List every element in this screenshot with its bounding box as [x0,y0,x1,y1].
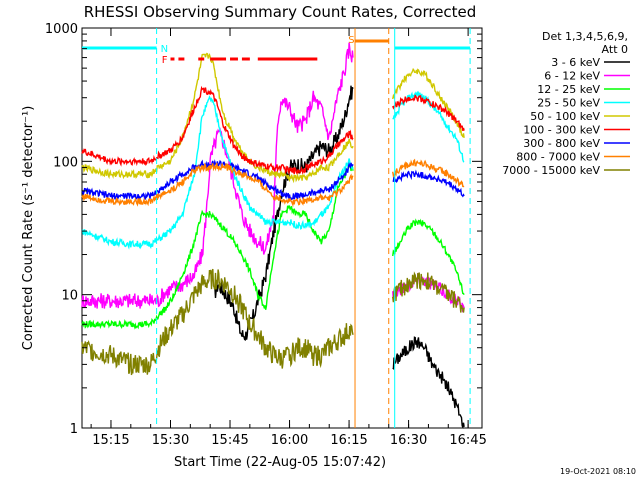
y-axis-label: Corrected Count Rate (s⁻¹ detector⁻¹) [21,106,36,351]
series-line [392,218,465,296]
series-line [392,158,465,188]
legend-entry: 800 - 7000 keV [516,151,600,164]
plot-frame [81,27,483,429]
y-tick-label: 10 [61,289,78,304]
saa-flag-label: S [348,35,354,46]
y-tick-label: 1 [70,422,78,437]
legend-entry: 50 - 100 keV [530,110,600,123]
legend-entry: 12 - 25 keV [537,83,600,96]
series-line [392,94,465,131]
x-tick-label: 16:45 [449,433,486,448]
series-line [81,85,354,175]
x-tick-label: 15:15 [92,433,129,448]
series-line [81,95,354,250]
series-line [81,162,354,330]
legend-entry: 300 - 800 keV [523,137,600,150]
x-tick-label: 16:15 [330,433,367,448]
legend-entry: 100 - 300 keV [523,124,600,137]
x-tick-label: 16:30 [390,433,427,448]
x-tick-label: 15:30 [152,433,189,448]
legend-header: Det 1,3,4,5,6,9, [542,30,628,43]
series-line [392,169,465,198]
series-line [392,67,465,138]
legend-entry: 6 - 12 keV [544,70,600,83]
flare-flag-label: F [162,55,168,66]
x-tick-label: 16:00 [271,433,308,448]
legend-header: Att 0 [602,43,628,56]
legend-entry: 7000 - 15000 keV [502,164,600,177]
y-tick-label: 100 [53,155,78,170]
legend-entry: 3 - 6 keV [551,56,600,69]
series-line [81,268,354,376]
legend-entry: 25 - 50 keV [537,97,600,110]
x-tick-label: 15:45 [211,433,248,448]
chart-title: RHESSI Observing Summary Count Rates, Co… [84,3,477,21]
footer-timestamp: 19-Oct-2021 08:10 [560,467,636,476]
series-line [392,271,465,313]
series-line [81,42,354,309]
series-line [392,336,465,429]
series-line [81,52,354,184]
night-flag-label: N [161,44,168,55]
x-axis-label: Start Time (22-Aug-05 15:07:42) [174,455,386,470]
series-line [81,162,354,208]
y-tick-label: 1000 [45,22,78,37]
series-line [81,159,354,201]
